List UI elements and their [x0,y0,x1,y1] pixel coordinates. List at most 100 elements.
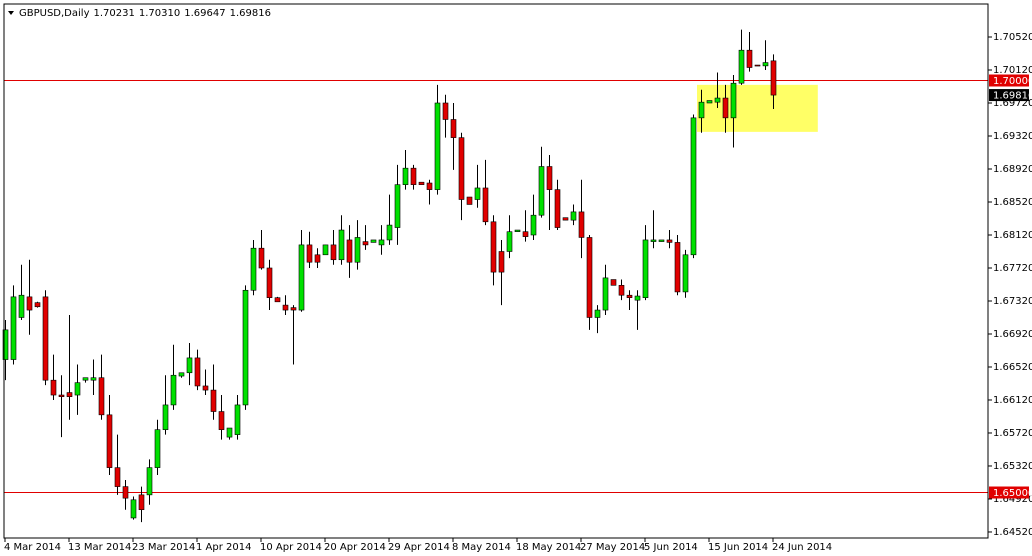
candle-body [74,382,81,396]
candle-body [386,224,393,241]
candle-body [594,309,601,318]
candle-body [314,254,321,263]
x-tick-label: 4 Mar 2014 [4,542,61,553]
candle-body [554,189,561,228]
price-tag [989,89,1029,102]
level-label: 1.65000 [993,488,1032,499]
candle-body [138,494,145,511]
candle-body [226,427,233,438]
candle-body [730,82,737,119]
low-value: 1.69647 [184,8,225,19]
candle-body [354,237,361,263]
candle-body [650,239,657,242]
candle-body [178,372,185,377]
candle-body [210,389,217,412]
candle-body [522,231,529,237]
candle-body [290,307,297,311]
candle-body [618,285,625,296]
candle-body [506,231,513,252]
candle-body [602,277,609,311]
x-tick-label: 10 Apr 2014 [260,542,322,553]
candle-body [266,267,273,298]
y-tick-label: 1.66920 [993,329,1032,340]
candle-body [154,429,161,468]
y-tick-label: 1.67320 [993,296,1032,307]
candle-body [714,97,721,103]
candle-body [642,239,649,298]
candle-body [218,411,225,430]
candle-body [514,229,521,232]
candle-body [562,217,569,221]
candle-body [578,211,585,238]
candle-body [186,357,193,374]
x-tick-label: 5 Jun 2014 [644,542,698,553]
x-tick-label: 27 May 2014 [580,542,645,553]
candle-body [498,251,505,273]
candle-body [42,296,49,381]
candle-body [90,377,97,381]
candle-body [754,64,761,67]
y-tick-label: 1.64520 [993,527,1032,538]
candle-body [690,117,697,256]
candle-body [426,182,433,190]
candle-body [338,229,345,261]
y-tick-label: 1.65320 [993,461,1032,472]
symbol: GBPUSD,Daily [19,8,90,19]
candle-body [466,196,473,205]
candle-body [434,102,441,190]
candle-body [722,97,729,119]
candle-body [586,237,593,318]
candle-body [746,49,753,68]
candle-body [370,239,377,243]
candle-body [762,62,769,67]
candle-body [170,374,177,406]
x-tick-label: 15 Jun 2014 [708,542,768,553]
level-tag [989,74,1029,87]
level-label: 1.70000 [993,76,1032,87]
candle-body [546,166,553,190]
y-tick-label: 1.70120 [993,65,1032,76]
candle-body [698,101,705,119]
candle-body [738,49,745,84]
candle-body [450,119,457,138]
zone-layer [697,84,818,132]
header: GBPUSD,Daily 1.70231 1.70310 1.69647 1.69816 [19,8,271,19]
x-tick-label: 1 Apr 2014 [196,542,251,553]
candle-body [58,394,65,397]
candle-body [530,214,537,236]
y-tick-label: 1.66120 [993,395,1032,406]
level-tag [989,486,1029,499]
candle-body [18,294,25,318]
candle-body [98,377,105,416]
high-value: 1.70310 [139,8,180,19]
candle-body [394,184,401,228]
candle-body [194,357,201,387]
candle-body [346,239,353,263]
candle-body [82,377,89,381]
candle-body [658,239,665,242]
open-value: 1.70231 [94,8,135,19]
menu-arrow[interactable] [8,11,14,15]
candle-body [482,187,489,223]
candle-body [298,244,305,311]
candle-body [458,137,465,200]
x-tick-label: 23 Mar 2014 [132,542,195,553]
candle-body [490,221,497,273]
candle-body [106,414,113,468]
candle-body [418,181,425,185]
candle-body [10,296,17,360]
candle-body [114,467,121,487]
y-tick-label: 1.68120 [993,230,1032,241]
candle-body [610,279,617,286]
candle-body [274,297,281,303]
x-tick-label: 24 Jun 2014 [772,542,832,553]
candle-body [202,385,209,391]
candle-body [162,404,169,430]
candle-body [258,247,265,269]
candle-body [322,244,329,256]
candle-body [570,211,577,221]
plot-frame [3,3,989,539]
candle-body [50,379,57,396]
candle-body [706,100,713,104]
